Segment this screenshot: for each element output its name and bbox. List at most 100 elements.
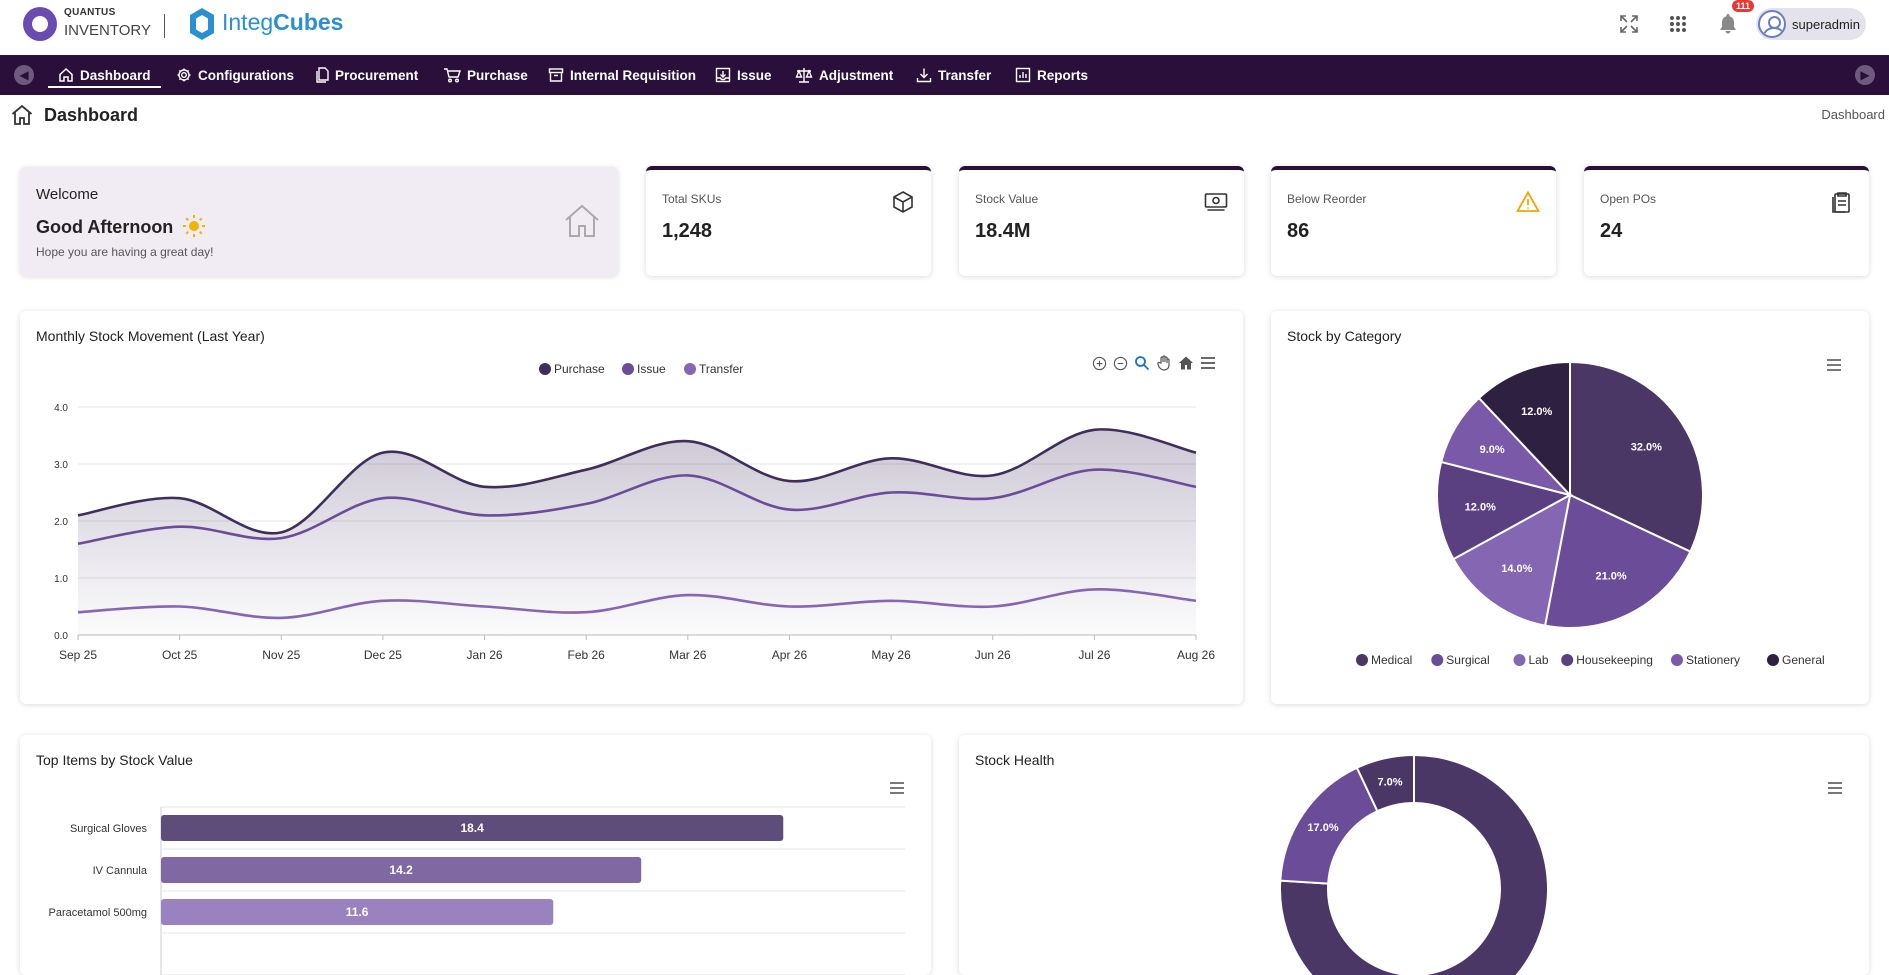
pie-slice-label: 12.0% (1521, 406, 1552, 418)
nav-label: Purchase (467, 67, 528, 83)
x-tick-label: Jan 26 (467, 648, 503, 662)
donut-slice-0 (1279, 753, 1549, 975)
legend-marker (1356, 654, 1368, 666)
bar-category-label: Surgical Gloves (70, 823, 148, 835)
x-tick-label: Sep 25 (59, 648, 97, 662)
nav-item-purchase[interactable]: Purchase (443, 55, 528, 95)
x-tick-label: Aug 26 (1177, 648, 1215, 662)
bell-icon[interactable] (1716, 12, 1740, 36)
zoom-in-icon[interactable] (1092, 356, 1107, 371)
nav-label: Adjustment (819, 67, 894, 83)
x-tick-label: Apr 26 (772, 648, 808, 662)
top-items-chart-panel: Top Items by Stock Value 18.4 Surgical Gl… (20, 735, 931, 975)
pie-slice-label: 9.0% (1480, 444, 1505, 456)
donut-slice-2 (1355, 753, 1415, 813)
clipboard-icon (1832, 192, 1850, 213)
x-tick-label: Feb 26 (568, 648, 606, 662)
x-tick-label: Jun 26 (975, 648, 1011, 662)
nav-item-procurement[interactable]: Procurement (315, 55, 418, 95)
user-avatar-icon (1758, 10, 1786, 38)
category-chart-panel: Stock by Category 32.0% 21.0% 14.0% 12.0% 9.… (1271, 311, 1869, 704)
bar-value-label: 14.2 (389, 863, 413, 877)
reset-home-icon[interactable] (1178, 355, 1194, 371)
menu-icon[interactable] (1200, 356, 1216, 370)
money-icon (1204, 193, 1228, 211)
stat-value: 1,248 (662, 220, 713, 242)
user-menu[interactable]: superadmin (1756, 8, 1866, 40)
stat-card-open-pos: Open POs 24 (1584, 166, 1869, 276)
scale-icon (795, 68, 813, 83)
bar (161, 899, 554, 925)
zoom-out-icon[interactable] (1113, 356, 1128, 371)
welcome-card: Welcome Good Afternoon Hope you are havi… (20, 167, 618, 276)
stock-health-chart-panel: Stock Health 17.0% 7.0% (959, 735, 1869, 975)
x-tick-label: Nov 25 (262, 648, 300, 662)
notification-badge: 111 (1732, 0, 1755, 12)
y-tick-label: 4.0 (54, 403, 68, 414)
page-title: Dashboard (44, 105, 139, 125)
username-label: superadmin (1792, 16, 1860, 32)
series-line-transfer (77, 588, 1197, 620)
legend-marker (684, 363, 696, 375)
nav-item-issue[interactable]: Issue (715, 55, 772, 95)
nav-item-internal-requisition[interactable]: Internal Requisition (548, 55, 696, 95)
download-icon (916, 68, 932, 83)
menu-icon[interactable] (1826, 358, 1842, 372)
pie-slice-general (1477, 360, 1571, 498)
movement-chart-panel: Monthly Stock Movement (Last Year) 0.0 1.… (20, 311, 1243, 704)
pie-slice-label: 32.0% (1631, 442, 1662, 454)
cart-icon (444, 68, 461, 83)
nav-label: Reports (1037, 67, 1089, 83)
pie-slice-label: 14.0% (1501, 563, 1532, 575)
integcubes-wordmark: IntegCubes (222, 9, 344, 35)
nav-scroll-left-icon[interactable]: ◀ (14, 65, 34, 85)
nav-label: Procurement (335, 67, 419, 83)
selection-zoom-icon[interactable] (1134, 355, 1150, 371)
box-icon (893, 191, 913, 213)
nav-item-configurations[interactable]: Configurations (176, 55, 294, 95)
breadcrumb[interactable]: Dashboard (1821, 107, 1885, 122)
nav-item-adjustment[interactable]: Adjustment (795, 55, 893, 95)
x-tick-label: Oct 25 (162, 648, 198, 662)
nav-item-reports[interactable]: Reports (1015, 55, 1088, 95)
apps-grid-icon[interactable] (1666, 12, 1690, 36)
area-fill-purchase (78, 429, 1196, 635)
brand-name-bottom: INVENTORY (64, 22, 151, 39)
bar-category-label: Paracetamol 500mg (49, 907, 147, 919)
legend-label: Lab (1529, 653, 1549, 667)
stat-label: Stock Value (975, 192, 1039, 206)
panel-title: Stock by Category (1287, 328, 1402, 344)
pie-slice-housekeeping (1436, 460, 1573, 561)
bar-category-label: IV Cannula (93, 865, 148, 877)
pie-slice-label: 21.0% (1595, 571, 1626, 583)
legend-marker (622, 363, 634, 375)
nav-label: Transfer (938, 67, 992, 83)
nav-item-dashboard[interactable]: Dashboard (48, 55, 160, 95)
movement-chart: 0.0 1.0 2.0 3.0 4.0 Sep 25 Oct 25 Nov 25 Dec 25 J… (54, 362, 1215, 662)
document-icon (316, 67, 329, 83)
y-tick-label: 3.0 (54, 460, 68, 471)
nav-label: Issue (737, 67, 772, 83)
stat-label: Below Reorder (1287, 192, 1367, 206)
bar-value-label: 11.6 (346, 905, 369, 919)
nav-item-transfer[interactable]: Transfer (916, 55, 991, 95)
nav-scroll-right-icon[interactable]: ▶ (1855, 65, 1875, 85)
stat-value: 18.4M (975, 220, 1031, 242)
legend-label: Purchase (554, 362, 605, 376)
menu-icon[interactable] (889, 781, 905, 795)
fullscreen-icon[interactable] (1617, 12, 1641, 36)
x-tick-label: Jul 26 (1078, 648, 1110, 662)
stat-card-below-reorder: Below Reorder 86 (1271, 166, 1556, 276)
pie-slice-lab (1452, 493, 1572, 627)
stat-value: 86 (1287, 220, 1310, 242)
pie-slice-medical (1569, 360, 1704, 553)
y-tick-label: 0.0 (54, 631, 68, 642)
pan-hand-icon[interactable] (1156, 355, 1172, 371)
gear-icon (177, 68, 191, 82)
quantus-logo-icon (23, 7, 57, 41)
bar (161, 815, 784, 841)
legend-label: Housekeeping (1576, 653, 1653, 667)
menu-icon[interactable] (1827, 781, 1843, 795)
chart-toolbar (1092, 355, 1216, 371)
nav-label: Internal Requisition (570, 67, 697, 83)
